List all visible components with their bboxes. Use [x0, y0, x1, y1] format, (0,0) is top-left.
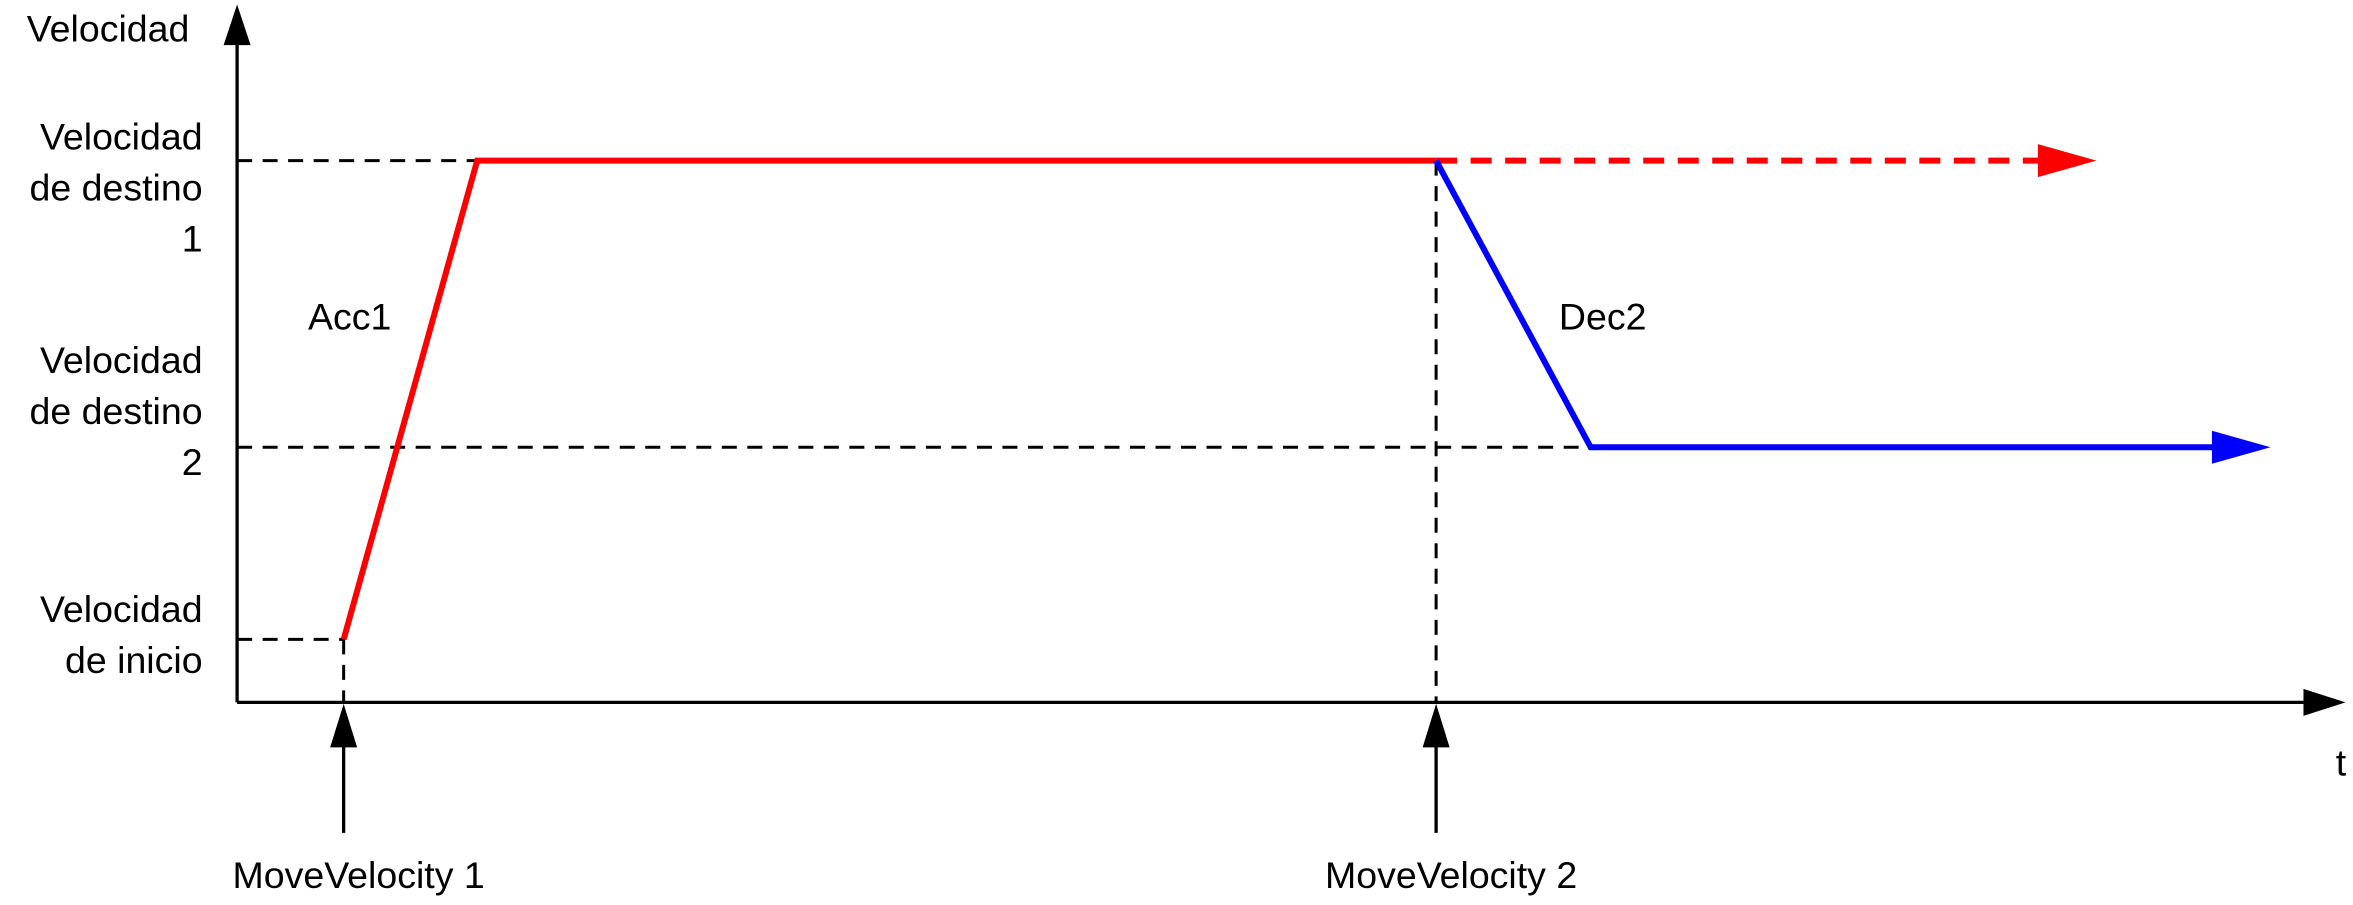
event-arrowhead [330, 703, 358, 748]
velocity-profile-2 [1433, 159, 2218, 451]
annotation: Acc1 [308, 296, 391, 338]
event-label: MoveVelocity 2 [1325, 854, 1577, 896]
level-label: de destino [30, 390, 203, 432]
level-label: de destino [30, 167, 203, 209]
level-label: Velocidad [40, 116, 203, 158]
level-label: 1 [182, 218, 203, 260]
event-label: MoveVelocity 1 [233, 854, 485, 896]
annotation: Dec2 [1559, 296, 1647, 338]
event-arrowhead [1422, 703, 1450, 748]
x-axis-arrow [2303, 688, 2346, 716]
level-label: Velocidad [40, 339, 203, 381]
level-label: Velocidad [40, 588, 203, 630]
y-axis-label: Velocidad [27, 7, 190, 49]
y-axis-arrow [223, 4, 251, 46]
red-arrow [2037, 144, 2097, 178]
blue-arrow [2211, 430, 2271, 464]
level-label: 2 [182, 441, 203, 483]
velocity-profile-1 [340, 157, 1437, 641]
x-axis-label: t [2336, 741, 2347, 783]
level-label: de inicio [65, 639, 203, 681]
